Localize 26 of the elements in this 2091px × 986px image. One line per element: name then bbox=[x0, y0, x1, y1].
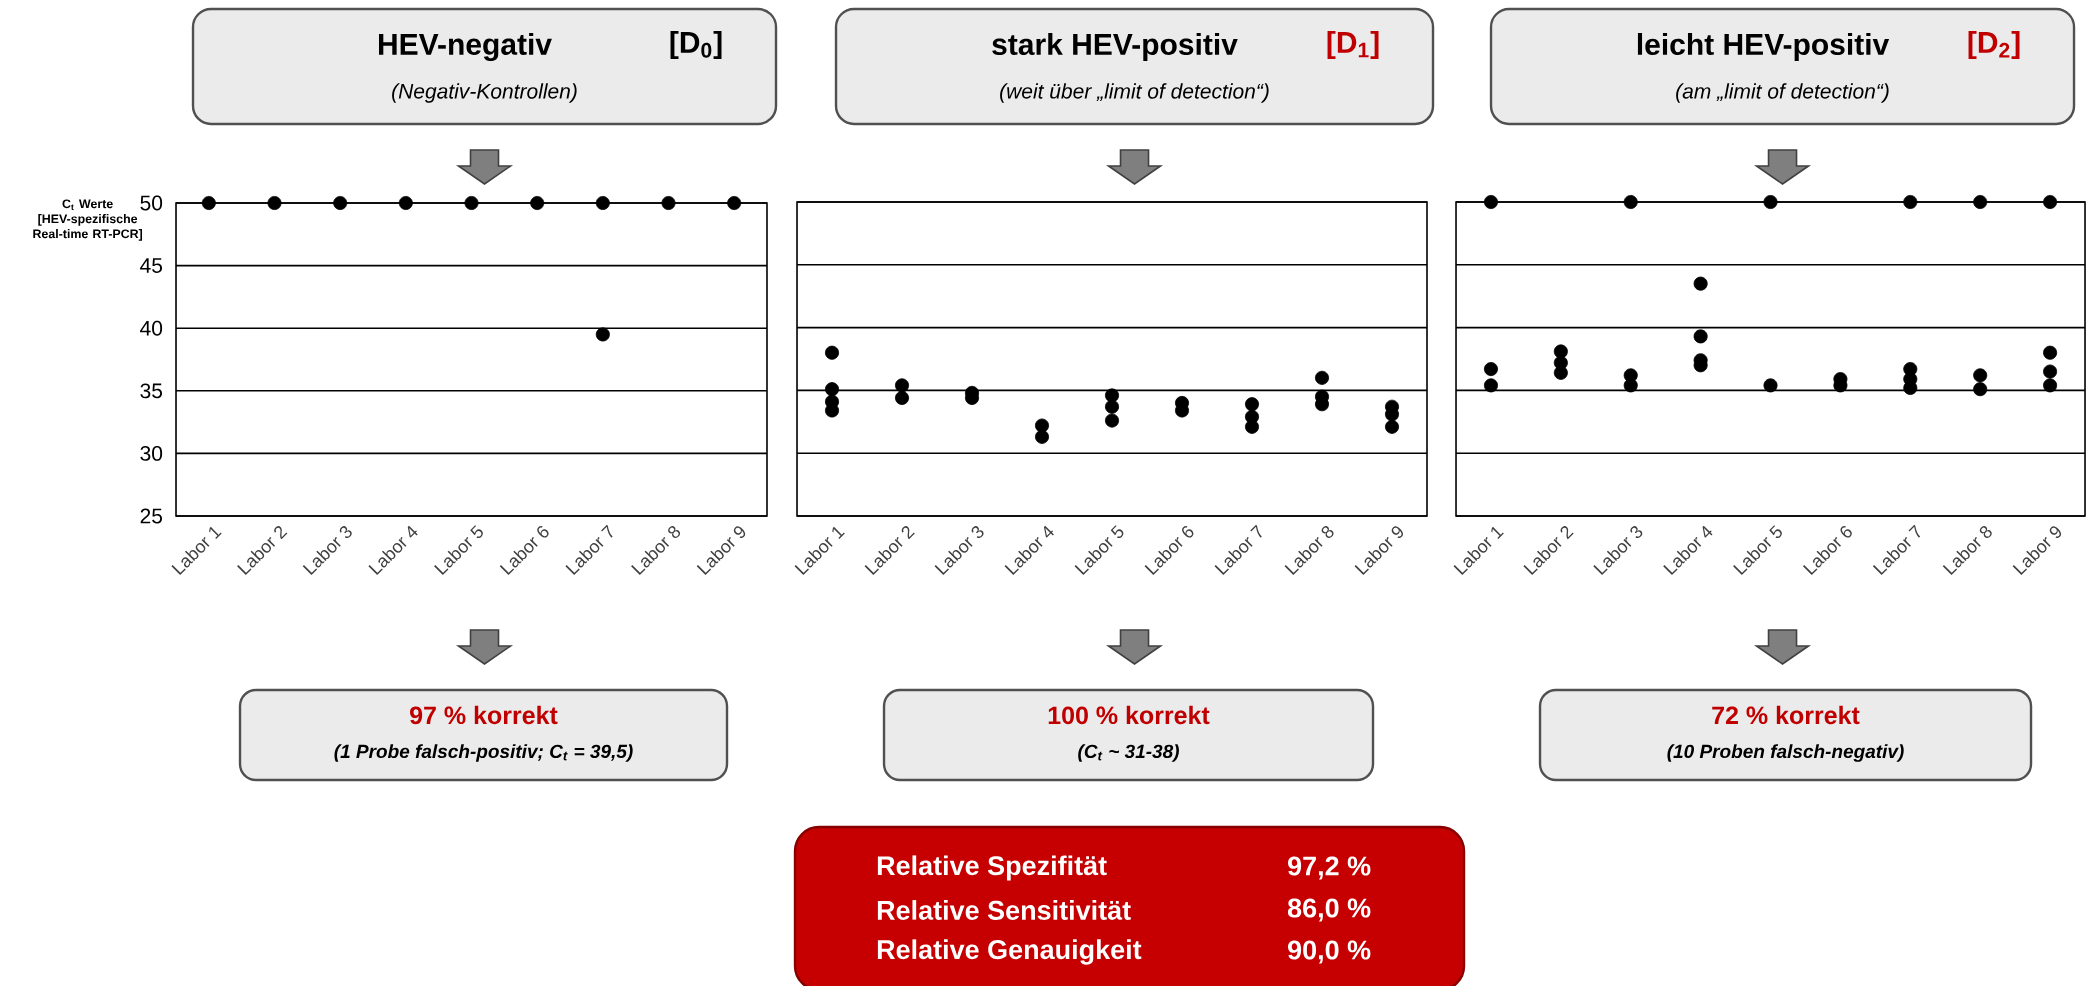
y-tick-label: 30 bbox=[140, 445, 163, 461]
text: [D$_{2}$] bbox=[1968, 31, 2020, 59]
chart-title: HEV-negativ bbox=[378, 32, 552, 62]
chart-subtitle: (weit über „limit of detection“) bbox=[1000, 83, 1269, 103]
text: Relative Spezifität bbox=[877, 855, 1107, 881]
text: (1 Probe falsch-positiv; C$_{t}$ = 39,5) bbox=[334, 744, 633, 762]
chart-title: leicht HEV-positiv bbox=[1637, 33, 1890, 61]
y-tick-label: 40 bbox=[140, 320, 163, 336]
text: 97,2 % bbox=[1288, 856, 1371, 880]
chart-title: stark HEV-positiv bbox=[992, 33, 1238, 61]
text: [D$_{0}$] bbox=[670, 31, 722, 59]
text: 90,0 % bbox=[1288, 940, 1371, 964]
y-tick-label: 25 bbox=[140, 508, 163, 524]
y-tick-label: 35 bbox=[140, 383, 163, 399]
text: (C$_{t}$ ~ 31-38) bbox=[1078, 744, 1179, 762]
text: Relative Genauigkeit bbox=[877, 939, 1142, 965]
chart-subtitle: (am „limit of detection“) bbox=[1676, 83, 1889, 103]
text: 86,0 % bbox=[1287, 898, 1371, 922]
y-tick-label: 45 bbox=[140, 258, 163, 273]
text: 72 % korrekt bbox=[1712, 705, 1860, 725]
chart-subtitle: (Negativ-Kontrollen) bbox=[392, 83, 577, 103]
text: [D$_{1}$] bbox=[1327, 31, 1379, 59]
text: 100 % korrekt bbox=[1048, 705, 1210, 725]
text: (10 Proben falsch-negativ) bbox=[1667, 744, 1904, 762]
text: 97 % korrekt bbox=[410, 705, 558, 725]
text: Relative Sensitivität bbox=[877, 900, 1131, 920]
